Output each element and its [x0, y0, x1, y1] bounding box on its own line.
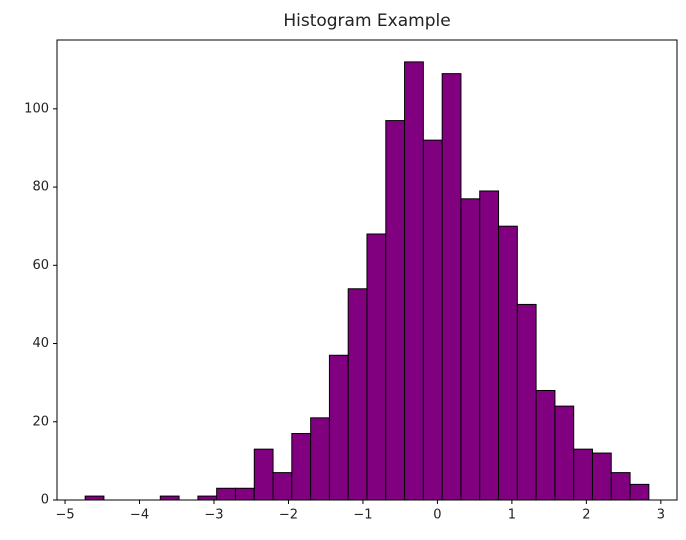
bar [310, 417, 330, 501]
bar [591, 452, 612, 501]
x-tick-label: 0 [433, 508, 441, 523]
bar [498, 225, 518, 501]
bar [479, 190, 500, 501]
y-tick-label: 100 [24, 101, 49, 116]
x-tick-label: 3 [657, 508, 665, 523]
bar [460, 198, 481, 501]
bar [422, 139, 443, 501]
bar [385, 120, 406, 501]
bar [253, 448, 274, 501]
bar [366, 233, 387, 501]
x-tick-label: 1 [508, 508, 516, 523]
chart-title: Histogram Example [283, 11, 450, 31]
bar [328, 354, 349, 501]
y-tick-label: 20 [32, 414, 49, 429]
bar [610, 472, 631, 501]
bar [516, 303, 537, 501]
bar [554, 405, 575, 501]
bar [441, 73, 462, 501]
plot-frame [56, 39, 678, 501]
y-tick-label: 80 [32, 180, 49, 195]
bar [347, 288, 368, 501]
bar [535, 389, 556, 501]
bar [234, 487, 255, 501]
y-tick-label: 60 [32, 258, 49, 273]
bar [629, 483, 650, 501]
y-tick-label: 40 [32, 336, 49, 351]
x-tick-label: −3 [204, 508, 223, 523]
x-tick-label: −5 [55, 508, 74, 523]
bar [404, 61, 424, 501]
bar [84, 495, 105, 501]
bar [573, 448, 593, 501]
bar [159, 495, 180, 501]
x-tick-label: −1 [353, 508, 372, 523]
y-tick-label: 0 [41, 493, 49, 508]
x-tick-label: 2 [582, 508, 590, 523]
bar [216, 487, 236, 501]
bar [291, 433, 312, 501]
x-tick-label: −4 [130, 508, 149, 523]
x-tick-label: −2 [279, 508, 298, 523]
bar [272, 472, 293, 501]
bar [197, 495, 218, 501]
